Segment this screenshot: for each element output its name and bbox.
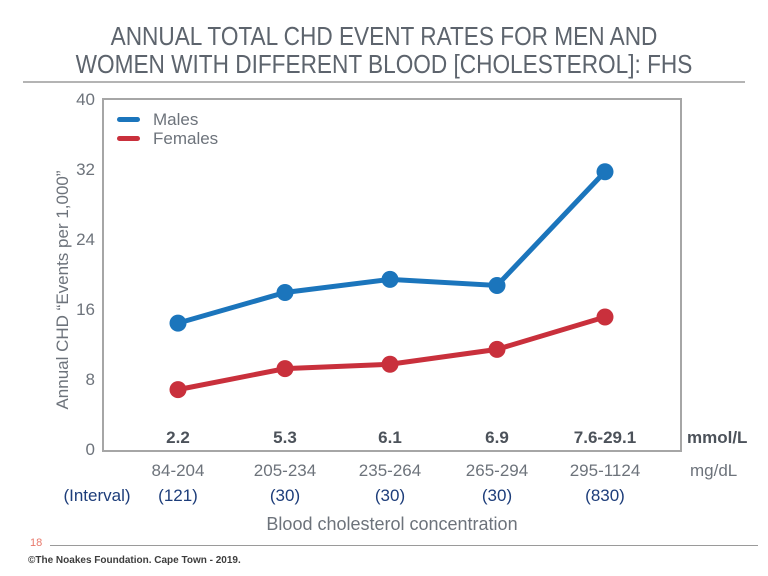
series-line-females: [177, 314, 606, 393]
x-tick-interval-count: (121): [158, 486, 198, 505]
data-point-males: [169, 314, 187, 332]
x-tick-mgdl: 235-264: [358, 461, 422, 480]
y-tick-label: 40: [76, 90, 95, 109]
data-point-females: [381, 355, 399, 373]
legend-label: Males: [153, 109, 199, 129]
x-tick-interval-count: (30): [374, 486, 406, 505]
legend-label: Females: [153, 128, 219, 148]
y-tick-label: 0: [85, 440, 95, 459]
unit-label-mmol: mmol/L: [687, 428, 748, 447]
copyright-text: ©The Noakes Foundation. Cape Town - 2019…: [28, 555, 241, 566]
x-tick-mmol: 6.9: [485, 428, 509, 447]
data-point-males: [381, 270, 399, 288]
x-tick-mgdl: 205-234: [253, 461, 317, 480]
data-point-males: [488, 277, 506, 294]
data-point-females: [169, 381, 187, 399]
x-axis-title: Blood cholesterol concentration: [266, 514, 518, 534]
legend-item-females: Females: [117, 129, 218, 148]
legend-swatch-icon: [117, 117, 140, 122]
page-number: 18: [30, 537, 43, 549]
x-tick-interval-count: (30): [269, 486, 301, 505]
y-tick-label: 32: [76, 160, 95, 179]
legend-item-males: Males: [117, 110, 218, 129]
x-tick-mmol: 7.6-29.1: [573, 428, 637, 447]
x-tick-mmol: 6.1: [378, 428, 402, 447]
y-tick-label: 16: [76, 300, 95, 319]
x-tick-mgdl: 295-1124: [569, 461, 641, 480]
x-tick-mmol: 5.3: [273, 428, 297, 447]
x-tick-mgdl: 265-294: [465, 461, 529, 480]
page-title: ANNUAL TOTAL CHD EVENT RATES FOR MEN AND…: [0, 22, 768, 78]
data-point-males: [596, 163, 614, 181]
unit-label-mgdl: mg/dL: [690, 461, 738, 480]
title-divider: [23, 81, 745, 83]
series-line-males: [177, 170, 607, 326]
y-tick-label: 8: [85, 370, 95, 389]
y-tick-label: 24: [76, 230, 95, 249]
interval-caption: (Interval): [63, 486, 131, 505]
x-tick-mgdl: 84-204: [151, 461, 205, 480]
page-title-line1: ANNUAL TOTAL CHD EVENT RATES FOR MEN AND: [110, 21, 658, 51]
x-tick-mmol: 2.2: [166, 428, 190, 447]
data-point-females: [276, 360, 294, 378]
x-tick-interval-count: (30): [481, 486, 513, 505]
line-chart: [169, 163, 614, 399]
page-title-line2: WOMEN WITH DIFFERENT BLOOD [CHOLESTEROL]…: [75, 49, 693, 79]
data-point-females: [488, 340, 506, 358]
data-point-males: [276, 284, 294, 301]
x-tick-interval-count: (830): [585, 486, 625, 505]
footer-divider: [50, 545, 758, 546]
chart-legend: Males Females: [117, 110, 218, 148]
data-point-females: [596, 308, 614, 326]
legend-swatch-icon: [117, 136, 140, 141]
